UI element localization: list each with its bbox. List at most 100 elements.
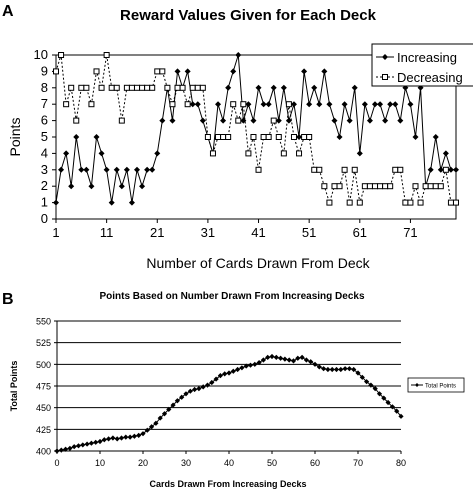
data-point	[260, 101, 267, 108]
data-point	[252, 361, 258, 367]
data-point	[220, 134, 227, 140]
legend-marker	[415, 383, 419, 387]
data-point	[280, 84, 287, 91]
data-point	[275, 134, 282, 140]
data-point	[144, 166, 151, 173]
data-point	[265, 101, 272, 108]
x-tick-label: 80	[396, 458, 406, 468]
data-point	[368, 382, 374, 388]
legend-label: Decreasing	[397, 70, 463, 85]
data-point	[299, 354, 305, 360]
chart-a-title: Reward Values Given for Each Deck	[120, 7, 377, 24]
data-point	[243, 363, 249, 369]
data-point	[412, 183, 419, 190]
data-point	[110, 435, 116, 441]
data-point	[377, 101, 384, 108]
data-point	[58, 166, 65, 173]
data-point	[301, 68, 308, 75]
data-point	[311, 166, 318, 173]
x-tick-label: 50	[267, 458, 277, 468]
data-point	[83, 84, 90, 91]
data-point	[442, 150, 449, 157]
data-point	[329, 366, 335, 373]
data-point	[215, 134, 222, 140]
data-point	[392, 166, 399, 173]
data-point	[359, 374, 365, 380]
data-point	[270, 84, 277, 91]
y-tick-label: 0	[41, 211, 48, 226]
data-point	[256, 360, 262, 366]
data-point	[286, 357, 292, 363]
data-point	[389, 404, 395, 410]
data-point	[341, 101, 348, 108]
legend-label: Total Points	[425, 384, 456, 390]
data-point	[331, 183, 338, 190]
data-point	[422, 183, 429, 190]
x-tick-label: 30	[181, 458, 191, 468]
data-point	[230, 368, 236, 374]
x-tick-label: 71	[403, 225, 417, 240]
series-line-increasing	[55, 54, 456, 203]
data-point	[123, 84, 130, 91]
data-point	[346, 117, 353, 124]
data-point	[108, 199, 115, 206]
data-point	[67, 445, 73, 451]
data-point	[398, 413, 404, 419]
data-point	[128, 84, 135, 91]
legend-marker	[382, 74, 388, 80]
data-point	[265, 354, 271, 360]
data-point	[230, 101, 237, 108]
data-point	[225, 84, 232, 91]
y-tick-label: 9	[41, 63, 48, 78]
data-point	[427, 166, 434, 173]
data-point	[247, 362, 254, 368]
data-point	[235, 366, 241, 373]
data-point	[290, 101, 297, 108]
data-point	[63, 446, 69, 452]
data-point	[407, 199, 414, 206]
data-point	[225, 134, 232, 140]
data-point	[204, 382, 211, 388]
data-point	[88, 440, 94, 446]
x-tick-label: 10	[95, 458, 105, 468]
data-point	[442, 166, 449, 173]
data-point	[103, 52, 110, 58]
data-point	[235, 52, 242, 58]
y-tick-label: 500	[36, 360, 51, 370]
data-point	[140, 431, 146, 437]
data-point	[204, 134, 211, 140]
data-point	[63, 101, 70, 108]
data-point	[68, 183, 75, 190]
data-point	[159, 68, 166, 75]
data-point	[371, 101, 378, 108]
data-point	[296, 150, 303, 157]
data-point	[295, 355, 301, 361]
data-point	[437, 183, 444, 190]
data-point	[351, 366, 357, 373]
data-point	[134, 84, 141, 91]
data-point	[209, 150, 216, 157]
data-point	[372, 386, 378, 392]
data-point	[222, 371, 228, 377]
chart-b-xlabel: Cards Drawn From Increasing Decks	[149, 479, 306, 489]
data-point	[331, 117, 338, 124]
data-point	[336, 183, 343, 190]
data-point	[387, 101, 394, 108]
y-tick-label: 3	[41, 162, 48, 177]
data-point	[364, 379, 370, 385]
data-point	[220, 117, 227, 124]
x-tick-label: 40	[224, 458, 234, 468]
data-point	[366, 183, 373, 190]
data-point	[215, 101, 222, 108]
data-point	[290, 358, 297, 364]
data-point	[285, 117, 292, 124]
data-point	[71, 444, 77, 450]
data-point	[270, 117, 277, 124]
data-point	[235, 117, 242, 124]
legend-label: Increasing	[397, 50, 457, 65]
data-point	[306, 101, 313, 108]
data-point	[437, 166, 444, 173]
data-point	[139, 183, 146, 190]
data-point	[68, 84, 75, 91]
